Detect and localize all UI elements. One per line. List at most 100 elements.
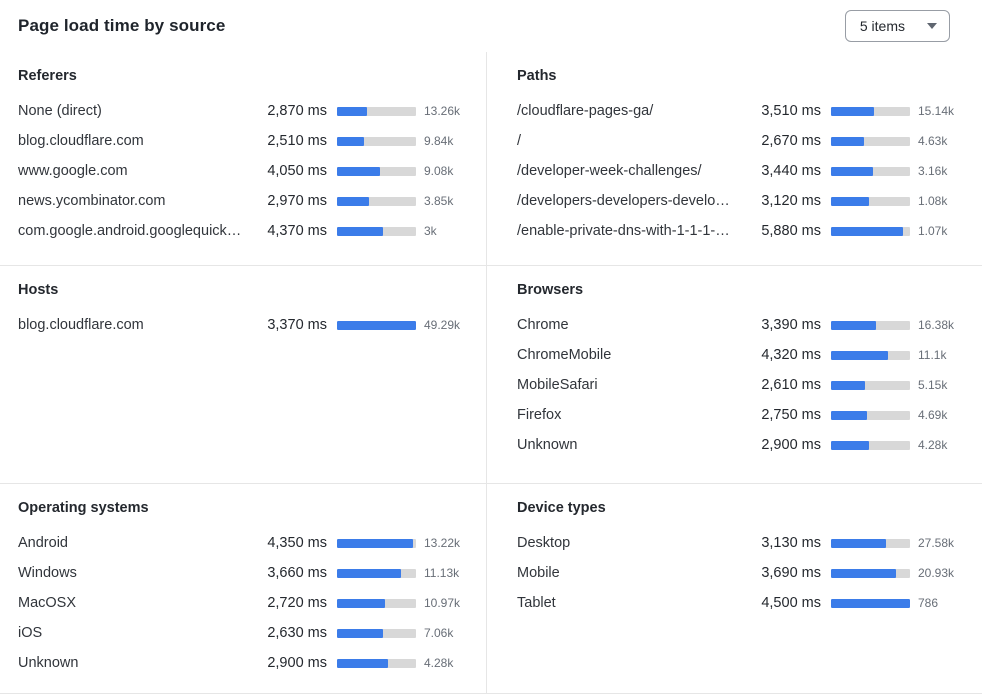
row-ms-value: 3,130 ms bbox=[761, 535, 821, 551]
bar-fill bbox=[337, 658, 388, 668]
row-count: 7.06k bbox=[424, 626, 454, 640]
row-label: /cloudflare-pages-ga/ bbox=[517, 103, 654, 119]
row-ms-value: 5,880 ms bbox=[761, 223, 821, 239]
table-row[interactable]: /enable-private-dns-with-1-1-1-1-on-… 5,8… bbox=[517, 216, 966, 246]
row-count: 10.97k bbox=[424, 596, 461, 610]
row-label: com.google.android.googlequicksearc… bbox=[18, 223, 249, 239]
bar-fill bbox=[337, 598, 385, 608]
bar-track bbox=[831, 598, 910, 608]
row-label: news.ycombinator.com bbox=[18, 193, 166, 209]
table-row[interactable]: /developer-week-challenges/3,440 ms 3.16k bbox=[517, 156, 966, 186]
row-count: 13.26k bbox=[424, 104, 461, 118]
table-row[interactable]: Unknown 2,900 ms 4.28k bbox=[18, 648, 472, 678]
row-count: 4.28k bbox=[918, 438, 948, 452]
table-row[interactable]: None (direct) 2,870 ms 13.26k bbox=[18, 96, 472, 126]
panel-operating-systems: Operating systems Android 4,350 ms 13.22k Wi… bbox=[0, 484, 487, 694]
row-count: 4.69k bbox=[918, 408, 948, 422]
table-row[interactable]: www.google.com 4,050 ms 9.08k bbox=[18, 156, 472, 186]
row-label: ChromeMobile bbox=[517, 347, 612, 363]
table-row[interactable]: MobileSafari 2,610 ms 5.15k bbox=[517, 370, 966, 400]
table-row[interactable]: Mobile 3,690 ms 20.93k bbox=[517, 558, 966, 588]
panel-paths: Paths/cloudflare-pages-ga/3,510 ms 15.14k… bbox=[487, 52, 982, 266]
bar-fill bbox=[831, 410, 868, 420]
bar-track bbox=[337, 320, 416, 330]
row-label: Firefox bbox=[517, 407, 562, 423]
panel-title-hosts: Hosts bbox=[18, 282, 59, 298]
bar-track bbox=[831, 440, 910, 450]
row-label: Unknown bbox=[517, 437, 578, 453]
row-count: 15.14k bbox=[918, 104, 955, 118]
row-count: 786 bbox=[918, 596, 939, 610]
bar-track bbox=[337, 136, 416, 146]
bar-fill bbox=[831, 380, 866, 390]
row-label: Windows bbox=[18, 565, 77, 581]
bar-fill bbox=[337, 166, 380, 176]
panel-title-operating-systems: Operating systems bbox=[18, 500, 149, 516]
bar-track bbox=[831, 380, 910, 390]
bar-fill bbox=[831, 196, 870, 206]
row-count: 4.28k bbox=[424, 656, 454, 670]
row-label: MobileSafari bbox=[517, 377, 598, 393]
row-ms-value: 4,500 ms bbox=[761, 595, 821, 611]
bar-track bbox=[337, 568, 416, 578]
table-row[interactable]: Firefox 2,750 ms 4.69k bbox=[517, 400, 966, 430]
bar-fill bbox=[337, 568, 402, 578]
panel-device-types: Device types Desktop 3,130 ms 27.58k Mobile 3… bbox=[487, 484, 982, 694]
table-row[interactable]: Desktop 3,130 ms 27.58k bbox=[517, 528, 966, 558]
items-count-dropdown[interactable]: 5 items bbox=[844, 10, 950, 42]
table-row[interactable]: Tablet 4,500 ms 786 bbox=[517, 588, 966, 618]
table-row[interactable]: /cloudflare-pages-ga/3,510 ms 15.14k bbox=[517, 96, 966, 126]
row-count: 3.16k bbox=[918, 164, 948, 178]
row-ms-value: 3,390 ms bbox=[761, 317, 821, 333]
table-row[interactable]: com.google.android.googlequicksearc… 4,37… bbox=[18, 216, 472, 246]
bar-fill bbox=[337, 106, 368, 116]
row-count: 49.29k bbox=[424, 318, 461, 332]
table-row[interactable]: blog.cloudflare.com 2,510 ms 9.84k bbox=[18, 126, 472, 156]
table-row[interactable]: iOS 2,630 ms 7.06k bbox=[18, 618, 472, 648]
row-label: Android bbox=[18, 535, 68, 551]
bar-track bbox=[831, 226, 910, 236]
bar-track bbox=[337, 226, 416, 236]
row-count: 27.58k bbox=[918, 536, 955, 550]
table-row[interactable]: Chrome 3,390 ms 16.38k bbox=[517, 310, 966, 340]
row-count: 1.07k bbox=[918, 224, 948, 238]
chevron-down-icon bbox=[927, 23, 937, 29]
table-row[interactable]: ChromeMobile 4,320 ms 11.1k bbox=[517, 340, 966, 370]
bar-fill bbox=[831, 350, 888, 360]
table-row[interactable]: news.ycombinator.com 2,970 ms 3.85k bbox=[18, 186, 472, 216]
bar-track bbox=[337, 628, 416, 638]
row-count: 3k bbox=[424, 224, 437, 238]
row-ms-value: 2,610 ms bbox=[761, 377, 821, 393]
row-ms-value: 2,630 ms bbox=[267, 625, 327, 641]
bar-fill bbox=[831, 568, 896, 578]
panel-title-referers: Referers bbox=[18, 68, 77, 84]
table-row[interactable]: blog.cloudflare.com 3,370 ms 49.29k bbox=[18, 310, 472, 340]
table-row[interactable]: MacOSX 2,720 ms 10.97k bbox=[18, 588, 472, 618]
panel-referers: Referers None (direct) 2,870 ms 13.26k blog.… bbox=[0, 52, 487, 266]
row-count: 11.1k bbox=[918, 348, 947, 362]
bar-fill bbox=[337, 136, 364, 146]
bar-fill bbox=[337, 196, 369, 206]
bar-track bbox=[337, 166, 416, 176]
bar-fill bbox=[831, 538, 886, 548]
table-row[interactable]: Windows 3,660 ms 11.13k bbox=[18, 558, 472, 588]
bar-track bbox=[337, 598, 416, 608]
bar-fill bbox=[337, 628, 384, 638]
bar-track bbox=[831, 196, 910, 206]
row-count: 3.85k bbox=[424, 194, 454, 208]
bar-track bbox=[337, 658, 416, 668]
table-row[interactable]: /developers-developers-developers/3,120 … bbox=[517, 186, 966, 216]
bar-track bbox=[831, 538, 910, 548]
row-ms-value: 2,970 ms bbox=[267, 193, 327, 209]
row-label: None (direct) bbox=[18, 103, 102, 119]
bar-fill bbox=[831, 166, 874, 176]
panel-title-paths: Paths bbox=[517, 68, 557, 84]
table-row[interactable]: / 2,670 ms 4.63k bbox=[517, 126, 966, 156]
row-label: Tablet bbox=[517, 595, 556, 611]
table-row[interactable]: Android 4,350 ms 13.22k bbox=[18, 528, 472, 558]
table-row[interactable]: Unknown 2,900 ms 4.28k bbox=[517, 430, 966, 460]
row-label: iOS bbox=[18, 625, 43, 641]
row-ms-value: 3,370 ms bbox=[267, 317, 327, 333]
row-ms-value: 3,660 ms bbox=[267, 565, 327, 581]
